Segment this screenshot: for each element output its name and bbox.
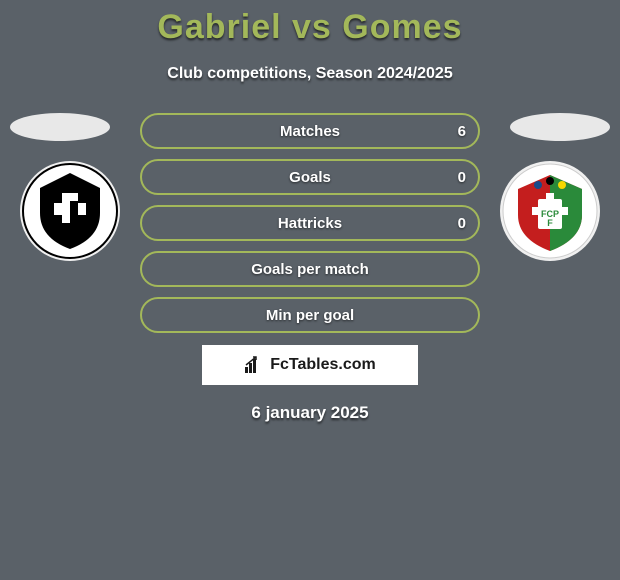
stats-container: Matches 6 Goals 0 Hattricks 0 Goals per … (140, 113, 480, 333)
fctables-label: FcTables.com (270, 356, 376, 374)
date-label: 6 january 2025 (0, 403, 620, 423)
stat-row-goals: Goals 0 (140, 159, 480, 195)
subtitle: Club competitions, Season 2024/2025 (0, 65, 620, 83)
stat-row-min-per-goal: Min per goal (140, 297, 480, 333)
player-right-badge (510, 113, 610, 141)
academica-badge-icon (22, 163, 118, 259)
fctables-attribution[interactable]: FcTables.com (202, 345, 418, 385)
club-logo-right: FCP F (500, 161, 600, 261)
pacos-badge-icon: FCP F (502, 163, 598, 259)
stat-label: Goals (289, 169, 331, 186)
club-logo-left (20, 161, 120, 261)
page-title: Gabriel vs Gomes (0, 0, 620, 47)
stat-row-matches: Matches 6 (140, 113, 480, 149)
bars-icon (244, 355, 264, 375)
stat-row-hattricks: Hattricks 0 (140, 205, 480, 241)
stat-label: Min per goal (266, 307, 354, 324)
comparison-content: FCP F Matches 6 Goals 0 Hattricks 0 Goal… (0, 113, 620, 423)
svg-text:F: F (547, 218, 553, 228)
stat-label: Hattricks (278, 215, 342, 232)
stat-row-goals-per-match: Goals per match (140, 251, 480, 287)
stat-right-value: 0 (458, 169, 466, 186)
stat-label: Goals per match (251, 261, 369, 278)
stat-right-value: 0 (458, 215, 466, 232)
stat-label: Matches (280, 123, 340, 140)
player-left-badge (10, 113, 110, 141)
stat-right-value: 6 (458, 123, 466, 140)
